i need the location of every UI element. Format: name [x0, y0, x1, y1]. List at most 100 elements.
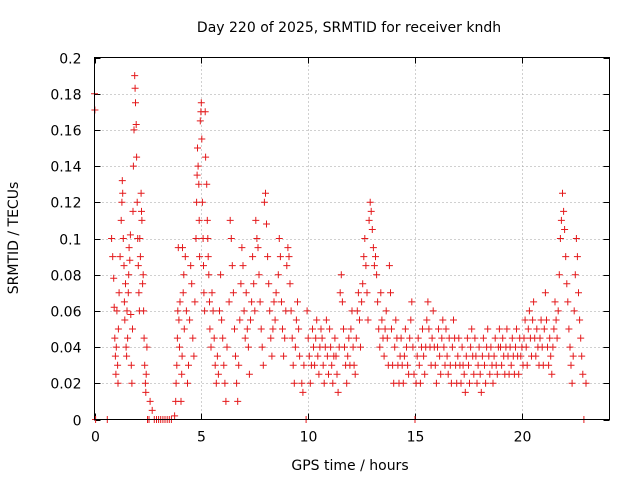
data-point: [176, 343, 183, 351]
data-point: [203, 216, 211, 224]
data-point: [133, 153, 141, 161]
data-point: [271, 316, 279, 324]
data-point: [369, 244, 377, 252]
data-point: [490, 352, 498, 360]
data-point: [347, 325, 355, 333]
data-point: [126, 231, 134, 239]
x-axis-title: GPS time / hours: [291, 458, 408, 474]
data-point: [385, 262, 393, 270]
data-point: [275, 235, 283, 242]
data-point: [345, 334, 353, 342]
data-point: [295, 325, 303, 333]
data-point: [478, 352, 486, 360]
data-point: [338, 298, 346, 306]
data-point: [361, 235, 369, 242]
data-point: [132, 99, 139, 107]
data-point: [493, 370, 501, 378]
data-point: [244, 343, 252, 351]
data-point: [146, 397, 154, 405]
data-point: [360, 253, 368, 261]
y-tick-label: 0.16: [50, 124, 81, 140]
data-point: [229, 289, 237, 297]
data-point: [448, 343, 456, 351]
data-point: [142, 370, 150, 378]
data-point: [573, 253, 581, 261]
x-tick-label: 0: [91, 430, 100, 446]
data-point: [541, 289, 549, 297]
data-point: [408, 298, 416, 306]
data-point: [241, 334, 249, 342]
data-point: [119, 235, 127, 242]
data-point: [543, 316, 550, 324]
data-point: [141, 379, 149, 387]
data-point: [114, 379, 122, 387]
data-point: [473, 379, 481, 387]
data-point: [178, 352, 186, 360]
data-point: [440, 343, 448, 351]
data-point: [352, 334, 360, 342]
y-tick-label: 0.06: [50, 305, 81, 321]
data-point: [309, 325, 316, 333]
y-tick-label: 0.2: [59, 52, 81, 68]
data-point: [466, 379, 473, 387]
data-point: [376, 343, 384, 351]
data-point: [304, 334, 312, 342]
data-point: [325, 370, 332, 378]
data-point: [327, 343, 335, 351]
data-point: [251, 307, 259, 315]
data-point: [546, 334, 554, 342]
data-point: [264, 253, 272, 261]
data-point: [343, 379, 351, 387]
data-point: [560, 207, 568, 215]
data-point: [407, 316, 415, 324]
data-point: [498, 361, 506, 369]
data-point: [254, 244, 262, 252]
data-point: [237, 280, 245, 288]
data-point: [210, 334, 218, 342]
data-point: [349, 343, 357, 351]
data-point: [245, 370, 253, 378]
data-point: [356, 316, 363, 324]
data-point: [267, 334, 275, 342]
data-point: [175, 316, 183, 324]
data-point: [274, 271, 282, 279]
data-point: [350, 361, 358, 369]
data-point: [503, 325, 511, 333]
data-point: [400, 352, 408, 360]
data-point: [313, 316, 321, 324]
y-tick-label: 0.14: [50, 160, 81, 176]
data-point: [391, 343, 399, 351]
data-point: [533, 325, 541, 333]
data-point: [206, 298, 213, 306]
data-point: [217, 271, 225, 279]
data-point: [536, 334, 544, 342]
data-point: [341, 343, 348, 351]
data-point: [176, 298, 184, 306]
data-point: [141, 361, 149, 369]
data-point: [530, 298, 538, 306]
data-point: [470, 370, 478, 378]
y-tick-label: 0.12: [50, 196, 81, 212]
data-point: [228, 262, 236, 270]
data-point: [192, 235, 200, 242]
axis-ticks: 0 0.02 0.04 0.06 0.08 0.1 0.12 0.14 0.16 0.18 0.2 0…: [50, 52, 610, 446]
plot-frame: [94, 57, 610, 420]
data-point: [233, 379, 241, 387]
data-point: [292, 316, 300, 324]
y-tick-label: 0: [73, 414, 82, 430]
data-point: [555, 271, 563, 279]
data-point: [567, 361, 575, 369]
data-point: [174, 307, 182, 315]
data-point: [205, 271, 213, 279]
data-point: [287, 307, 295, 315]
data-point: [312, 334, 320, 342]
data-point: [404, 361, 412, 369]
data-point: [319, 361, 327, 369]
data-point: [570, 307, 578, 315]
data-point: [403, 343, 410, 351]
data-point: [317, 325, 325, 333]
data-point: [318, 334, 326, 342]
data-point: [306, 379, 314, 387]
data-point: [129, 207, 137, 215]
